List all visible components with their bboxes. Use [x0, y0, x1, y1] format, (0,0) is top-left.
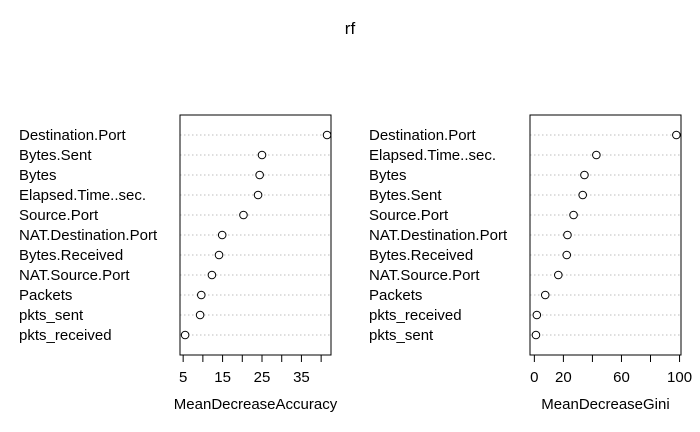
point-nat-source-port: [207, 270, 217, 280]
category-label-nat-destination-port: NAT.Destination.Port: [369, 227, 508, 244]
category-label-nat-source-port: NAT.Source.Port: [369, 267, 480, 284]
category-label-pkts-sent: pkts_sent: [19, 307, 84, 324]
x-tick-label-20: 20: [555, 369, 572, 386]
x-tick-label-60: 60: [613, 369, 630, 386]
x-tick-label-100: 100: [667, 369, 692, 386]
plot-frame: [179, 114, 332, 356]
category-label-source-port: Source.Port: [19, 207, 99, 224]
point-elapsed-time-sec: [592, 150, 601, 160]
x-tick-label-0: 0: [530, 369, 538, 386]
point-elapsed-time-sec: [253, 190, 263, 200]
point-bytes-received: [562, 250, 572, 260]
chart-title: rf: [345, 19, 356, 38]
point-pkts-received: [180, 330, 190, 340]
point-source-port: [239, 210, 248, 220]
x-tick-label-35: 35: [293, 369, 310, 386]
x-axis-label: MeanDecreaseAccuracy: [174, 396, 338, 413]
plot-frame: [529, 114, 682, 356]
category-label-bytes-sent: Bytes.Sent: [369, 187, 442, 204]
point-destination-port: [322, 130, 332, 140]
point-nat-source-port: [554, 270, 563, 280]
x-tick-label-5: 5: [179, 369, 187, 386]
x-tick-label-15: 15: [214, 369, 231, 386]
category-label-packets: Packets: [19, 287, 72, 304]
category-label-bytes-received: Bytes.Received: [19, 247, 123, 264]
category-label-destination-port: Destination.Port: [369, 127, 477, 144]
category-label-packets: Packets: [369, 287, 422, 304]
point-pkts-sent: [195, 310, 205, 320]
category-label-pkts-sent: pkts_sent: [369, 327, 434, 344]
category-label-bytes-received: Bytes.Received: [369, 247, 473, 264]
category-label-destination-port: Destination.Port: [19, 127, 127, 144]
x-tick-label-25: 25: [254, 369, 271, 386]
panel-mean-decrease-accuracy: Destination.Port Bytes.Sent Bytes Elapsed.T…: [19, 114, 338, 413]
category-label-pkts-received: pkts_received: [369, 307, 462, 324]
category-label-pkts-received: pkts_received: [19, 327, 112, 344]
point-pkts-received: [532, 310, 542, 320]
point-nat-destination-port: [563, 230, 572, 240]
category-label-bytes: Bytes: [369, 167, 407, 184]
category-label-elapsed-time-sec: Elapsed.Time..sec.: [19, 187, 146, 204]
category-label-bytes: Bytes: [19, 167, 57, 184]
category-label-elapsed-time-sec: Elapsed.Time..sec.: [369, 147, 496, 164]
category-label-bytes-sent: Bytes.Sent: [19, 147, 92, 164]
point-packets: [540, 290, 550, 300]
category-label-nat-destination-port: NAT.Destination.Port: [19, 227, 158, 244]
point-packets: [196, 290, 206, 300]
x-axis-label: MeanDecreaseGini: [541, 396, 669, 413]
point-bytes: [580, 170, 589, 180]
point-bytes-sent: [257, 150, 267, 160]
point-bytes-sent: [578, 190, 588, 200]
point-pkts-sent: [531, 330, 541, 340]
point-bytes: [255, 170, 264, 180]
point-destination-port: [672, 130, 681, 140]
category-label-nat-source-port: NAT.Source.Port: [19, 267, 130, 284]
point-nat-destination-port: [217, 230, 227, 240]
point-bytes-received: [214, 250, 224, 260]
point-source-port: [569, 210, 578, 220]
panel-mean-decrease-gini: Destination.Port Elapsed.Time..sec. Bytes B…: [369, 114, 692, 413]
category-label-source-port: Source.Port: [369, 207, 449, 224]
